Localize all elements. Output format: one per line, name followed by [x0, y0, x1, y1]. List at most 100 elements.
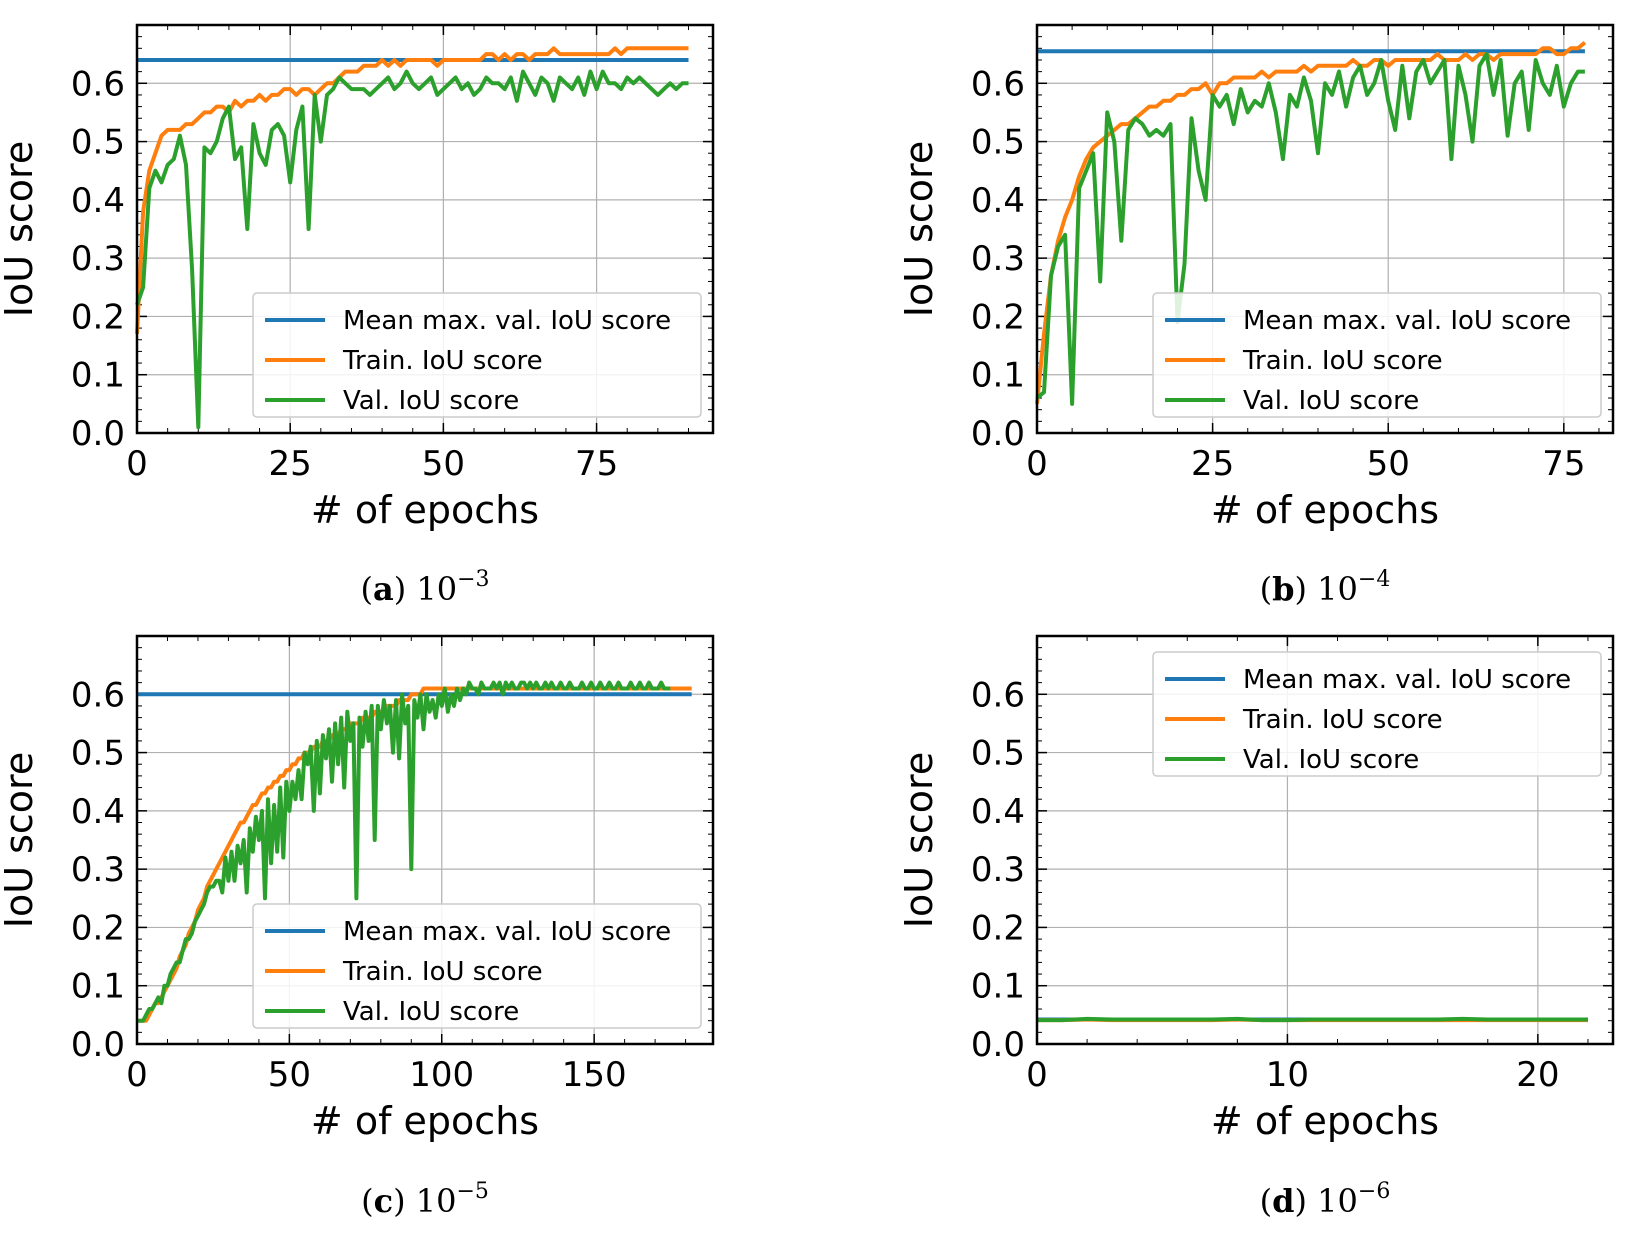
legend-label-mean: Mean max. val. IoU score: [343, 917, 671, 947]
chart-panel-c: 0 50 100 150 0.0 0.1 0.2 0.3 0.4 0.5 0.6 # of epoch…: [0, 634, 715, 1220]
x-tick-label: 50: [1367, 444, 1410, 484]
legend-box: [1152, 651, 1602, 777]
legend: Mean max. val. IoU score Train. IoU score…: [252, 292, 702, 418]
legend-label-train: Train. IoU score: [1242, 705, 1443, 735]
subfigure-caption: (a) 10−3: [360, 567, 489, 608]
plot-frame: [135, 634, 715, 1046]
y-tick-label: 0.2: [971, 908, 1025, 948]
plot-frame: [135, 23, 715, 435]
series-line-val: [137, 680, 671, 1023]
caption-paren-close: ): [394, 570, 417, 608]
x-tick-label: 50: [422, 444, 465, 484]
legend-label-val: Val. IoU score: [343, 386, 519, 416]
y-tick-label: 0.6: [971, 64, 1025, 104]
legend-box: [252, 292, 702, 418]
x-tick-label: 150: [562, 1055, 627, 1095]
y-tick-label: 0.2: [71, 297, 125, 337]
x-axis-title: # of epochs: [311, 1099, 539, 1143]
x-tick-label: 75: [575, 444, 618, 484]
x-tick-label: 0: [126, 444, 148, 484]
y-tick-label: 0.5: [971, 123, 1025, 163]
caption-exponent: −4: [1358, 567, 1390, 592]
y-tick-label: 0.3: [71, 850, 125, 890]
y-tick-label: 0.0: [971, 1025, 1025, 1065]
chart-panel-a: 0 25 50 75 0.0 0.1 0.2 0.3 0.4 0.5 0.6 # of epochs I…: [0, 23, 715, 608]
caption-letter: d: [1272, 1182, 1294, 1220]
caption-base: 10: [1317, 1182, 1358, 1220]
legend-label-val: Val. IoU score: [1243, 745, 1419, 775]
y-tick-label: 0.1: [71, 967, 125, 1007]
caption-base: 10: [1317, 570, 1358, 608]
caption-letter: c: [374, 1182, 393, 1220]
y-axis-title: IoU score: [897, 752, 941, 928]
x-tick-label: 10: [1266, 1055, 1309, 1095]
x-tick-label: 0: [126, 1055, 148, 1095]
caption-exponent: −3: [457, 567, 489, 592]
caption-paren-open: (: [360, 570, 372, 608]
series-line-val: [1037, 1016, 1588, 1023]
caption-letter: b: [1272, 570, 1294, 608]
series-line-val: [135, 69, 689, 430]
legend-label-train: Train. IoU score: [342, 346, 543, 376]
y-tick-label: 0.0: [71, 414, 125, 454]
y-tick-label: 0.5: [971, 734, 1025, 774]
caption-paren-open: (: [1260, 1182, 1272, 1220]
y-axis-title: IoU score: [0, 752, 41, 928]
legend: Mean max. val. IoU score Train. IoU score…: [252, 903, 702, 1029]
legend-box: [252, 903, 702, 1029]
legend-label-train: Train. IoU score: [1242, 346, 1443, 376]
y-tick-label: 0.6: [971, 675, 1025, 715]
y-tick-label: 0.2: [71, 908, 125, 948]
legend: Mean max. val. IoU score Train. IoU score…: [1152, 292, 1602, 418]
y-tick-label: 0.1: [971, 967, 1025, 1007]
chart-panel-b: 0 25 50 75 0.0 0.1 0.2 0.3 0.4 0.5 0.6 # of epochs I…: [897, 23, 1615, 608]
plot-frame: [1035, 23, 1615, 435]
y-tick-label: 0.3: [71, 239, 125, 279]
caption-letter: a: [373, 570, 394, 608]
caption-paren-close: ): [1295, 1182, 1318, 1220]
series-line-train: [1035, 40, 1587, 405]
caption-base: 10: [416, 1182, 457, 1220]
chart-panel-d: 0 10 20 0.0 0.1 0.2 0.3 0.4 0.5 0.6 # of epochs IoU…: [897, 634, 1615, 1220]
subfigure-caption: (d) 10−6: [1260, 1179, 1391, 1220]
legend-label-mean: Mean max. val. IoU score: [1243, 665, 1571, 695]
plot-frame: [1035, 634, 1615, 1046]
series-line-val: [1035, 52, 1585, 406]
x-axis-title: # of epochs: [1211, 1099, 1439, 1143]
y-tick-label: 0.3: [971, 850, 1025, 890]
subfigure-caption: (c) 10−5: [361, 1179, 489, 1220]
y-axis-title: IoU score: [897, 141, 941, 317]
x-tick-label: 25: [1191, 444, 1234, 484]
series-line-train: [135, 46, 689, 334]
x-tick-label: 20: [1516, 1055, 1559, 1095]
legend-label-train: Train. IoU score: [342, 957, 543, 987]
legend-label-val: Val. IoU score: [343, 997, 519, 1027]
y-axis-title: IoU score: [0, 141, 41, 317]
legend: Mean max. val. IoU score Train. IoU score…: [1152, 651, 1602, 777]
caption-paren-close: ): [1295, 570, 1318, 608]
y-tick-label: 0.6: [71, 675, 125, 715]
y-tick-label: 0.0: [971, 414, 1025, 454]
subfigure-caption: (b) 10−4: [1260, 567, 1391, 608]
x-tick-label: 25: [269, 444, 312, 484]
y-tick-label: 0.4: [971, 792, 1025, 832]
legend-label-val: Val. IoU score: [1243, 386, 1419, 416]
y-tick-label: 0.4: [971, 181, 1025, 221]
caption-paren-open: (: [1260, 570, 1272, 608]
caption-exponent: −5: [456, 1179, 488, 1204]
x-axis-title: # of epochs: [311, 488, 539, 532]
y-tick-label: 0.5: [71, 734, 125, 774]
x-axis-title: # of epochs: [1211, 488, 1439, 532]
caption-paren-open: (: [361, 1182, 373, 1220]
y-tick-label: 0.2: [971, 297, 1025, 337]
legend-label-mean: Mean max. val. IoU score: [1243, 306, 1571, 336]
y-tick-label: 0.6: [71, 64, 125, 104]
y-tick-label: 0.1: [971, 356, 1025, 396]
y-tick-label: 0.3: [971, 239, 1025, 279]
caption-base: 10: [416, 570, 457, 608]
y-tick-label: 0.1: [71, 356, 125, 396]
caption-paren-close: ): [393, 1182, 416, 1220]
y-tick-label: 0.0: [71, 1025, 125, 1065]
y-tick-label: 0.4: [71, 792, 125, 832]
